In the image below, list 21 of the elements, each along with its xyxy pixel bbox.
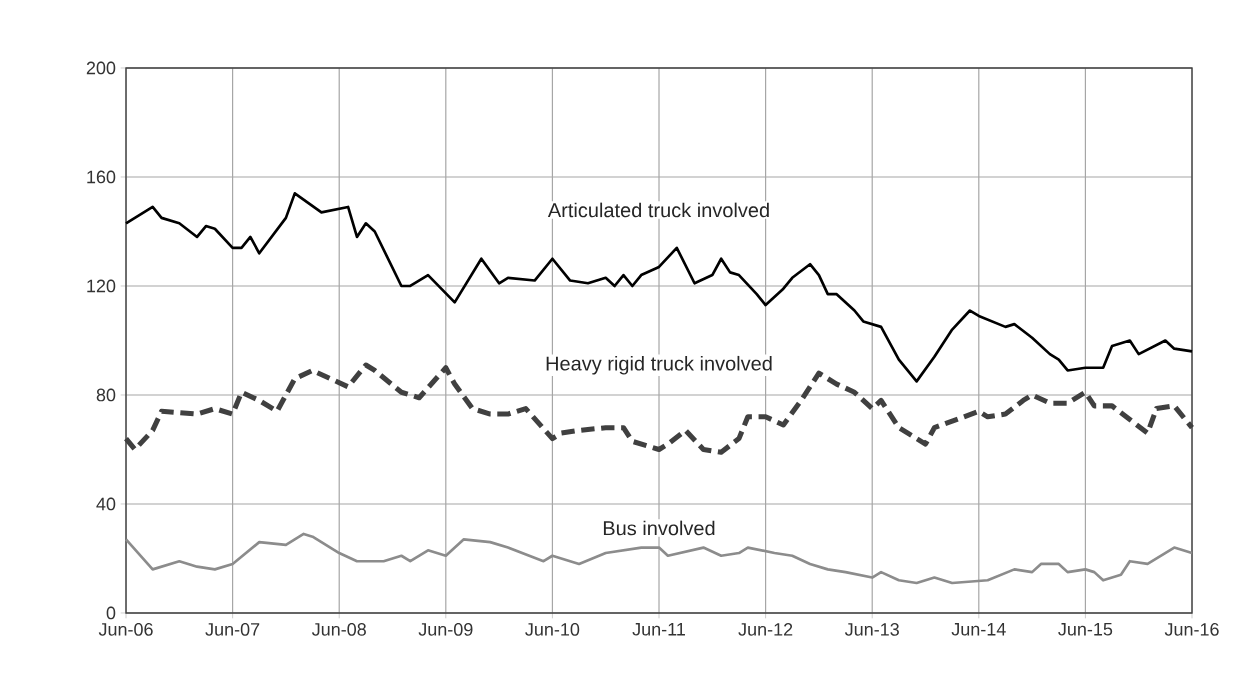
x-tick-label: Jun-13	[844, 623, 899, 636]
x-tick-label: Jun-14	[951, 623, 1006, 636]
series-label: Bus involved	[603, 520, 715, 536]
line-series	[124, 192, 1194, 383]
x-tick-label: Jun-11	[632, 623, 685, 636]
y-tick-label: 40	[96, 497, 116, 511]
x-tick-label: Jun-10	[525, 623, 580, 636]
y-tick-label: 120	[87, 279, 116, 293]
y-tick-label: 160	[87, 170, 116, 184]
y-tick-label: 80	[96, 388, 116, 402]
x-tick-label: Jun-07	[205, 623, 260, 636]
series-label: Heavy rigid truck involved	[546, 355, 772, 375]
x-tick-label: Jun-16	[1164, 623, 1219, 636]
x-tick-label: Jun-15	[1058, 623, 1113, 636]
x-tick-label: Jun-09	[418, 623, 473, 636]
x-tick-label: Jun-08	[311, 623, 366, 636]
x-tick-label: Jun-06	[98, 623, 153, 636]
y-tick-label: 200	[86, 61, 116, 75]
y-tick-label: 0	[106, 606, 116, 620]
text: Articulated truck involved	[547, 202, 769, 218]
x-tick-label: Jun-12	[738, 623, 793, 636]
